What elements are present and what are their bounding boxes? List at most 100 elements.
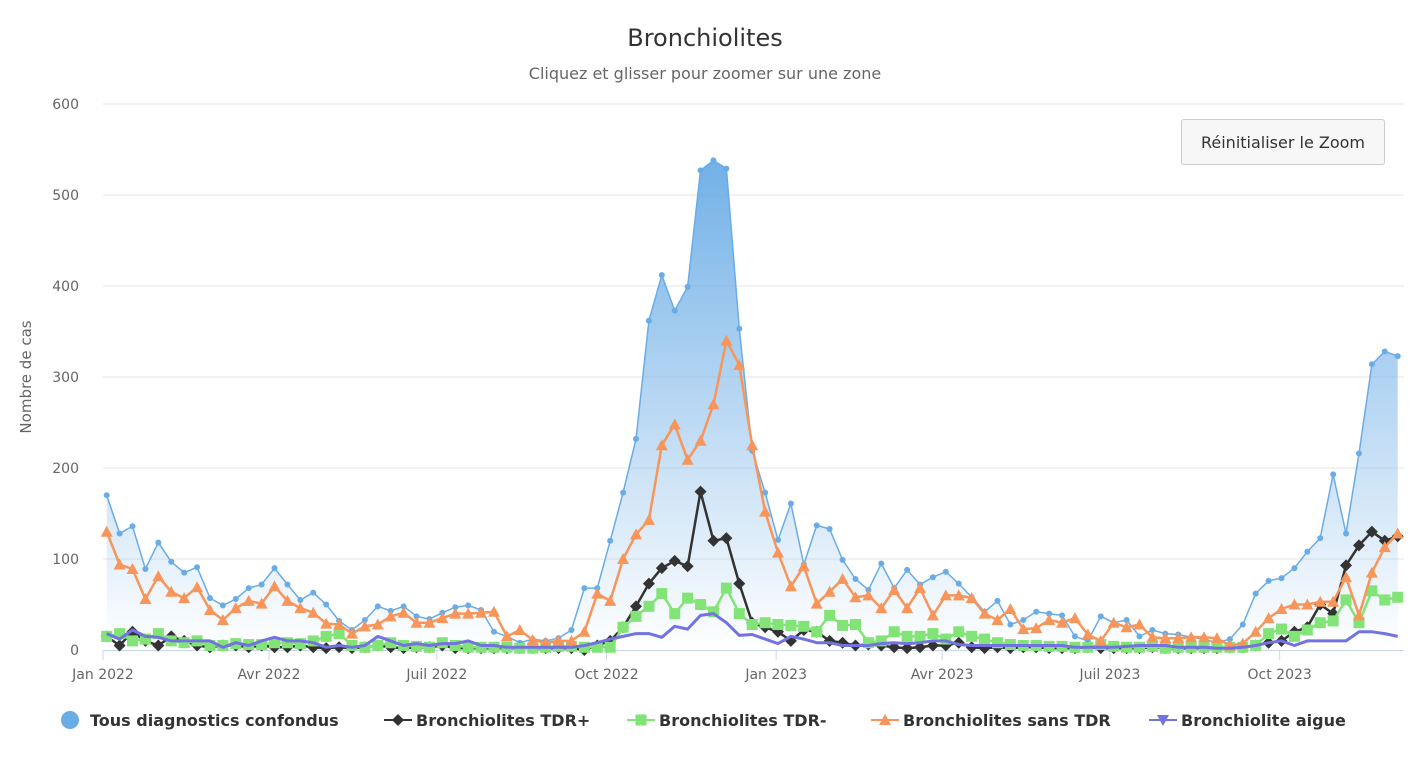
data-point xyxy=(901,630,913,642)
data-point xyxy=(1030,622,1043,634)
data-point xyxy=(568,626,575,633)
data-point xyxy=(400,603,407,610)
data-point xyxy=(1226,636,1233,643)
data-point xyxy=(126,563,139,575)
data-point xyxy=(1288,630,1300,642)
data-point xyxy=(1327,615,1339,627)
series-bronchiolites-sans-tdr xyxy=(100,334,1404,651)
data-point xyxy=(837,619,849,631)
data-point xyxy=(694,485,707,498)
legend-item[interactable]: Bronchiolite aigue xyxy=(1149,711,1346,730)
data-point xyxy=(695,599,707,610)
data-point xyxy=(490,628,497,635)
data-point xyxy=(1120,621,1133,633)
data-point xyxy=(256,639,268,651)
data-point xyxy=(642,513,655,525)
data-point xyxy=(1327,595,1340,607)
data-point xyxy=(1365,566,1378,578)
data-point xyxy=(1314,617,1326,629)
legend-symbol-icon xyxy=(635,714,647,726)
data-point xyxy=(1249,625,1262,637)
y-tick-label: 300 xyxy=(52,370,79,386)
data-point xyxy=(953,626,965,638)
data-point xyxy=(552,634,565,646)
data-point xyxy=(423,616,436,628)
series-area xyxy=(106,160,1398,650)
data-point xyxy=(513,623,526,635)
data-point xyxy=(1081,628,1094,640)
data-point xyxy=(1291,565,1298,572)
legend-item[interactable]: Bronchiolites sans TDR xyxy=(871,711,1111,730)
legend-label: Tous diagnostics confondus xyxy=(90,711,339,730)
legend-label: Bronchiolites sans TDR xyxy=(903,711,1111,730)
data-point xyxy=(578,625,591,637)
data-point xyxy=(1288,598,1301,610)
data-point xyxy=(645,317,652,324)
data-point xyxy=(914,630,926,642)
data-point xyxy=(723,165,730,172)
data-point xyxy=(965,592,978,604)
data-point xyxy=(979,633,991,645)
x-tick-label: Avr 2023 xyxy=(911,667,974,683)
legend-item[interactable]: Bronchiolites TDR+ xyxy=(384,711,590,730)
data-point xyxy=(966,630,978,642)
data-point xyxy=(320,630,332,642)
data-point xyxy=(604,641,616,653)
data-point xyxy=(294,602,307,614)
data-point xyxy=(101,630,113,642)
data-point xyxy=(991,613,1004,625)
data-point xyxy=(668,554,681,567)
y-tick-label: 0 xyxy=(70,643,79,659)
data-point xyxy=(281,637,293,649)
data-point xyxy=(152,639,165,652)
data-point xyxy=(849,591,862,603)
data-point xyxy=(452,604,459,611)
data-point xyxy=(1017,623,1030,635)
data-point xyxy=(242,594,255,606)
data-point xyxy=(888,583,901,595)
reset-zoom-button[interactable]: Réinitialiser le Zoom xyxy=(1181,119,1385,165)
data-point xyxy=(811,626,823,638)
data-point xyxy=(1343,530,1350,537)
data-point xyxy=(155,539,162,546)
data-point xyxy=(629,528,642,540)
data-point xyxy=(1094,634,1107,646)
data-point xyxy=(384,610,397,622)
data-point xyxy=(488,641,500,653)
data-point xyxy=(371,618,384,630)
data-point xyxy=(813,522,820,529)
legend-item[interactable]: Bronchiolites TDR- xyxy=(627,711,827,730)
data-point xyxy=(1123,616,1130,623)
data-point xyxy=(681,453,694,465)
data-point xyxy=(181,569,188,576)
data-point xyxy=(165,585,178,597)
data-point xyxy=(1265,577,1272,584)
data-point xyxy=(762,489,769,496)
data-point xyxy=(720,334,733,346)
data-point xyxy=(658,272,665,279)
data-point xyxy=(1391,527,1404,539)
data-point xyxy=(1394,353,1401,360)
data-point xyxy=(787,500,794,507)
data-point xyxy=(191,581,204,593)
data-point xyxy=(707,398,720,410)
data-point xyxy=(333,628,345,640)
data-point xyxy=(475,641,487,653)
y-tick-label: 500 xyxy=(52,188,79,204)
data-point xyxy=(1159,632,1172,644)
y-axis-title: Nombre de cas xyxy=(17,320,35,433)
data-point xyxy=(1159,642,1171,654)
data-point xyxy=(194,564,201,571)
data-point xyxy=(643,600,655,612)
data-point xyxy=(642,577,655,590)
data-point xyxy=(839,556,846,563)
data-point xyxy=(216,613,229,625)
legend-item[interactable]: Tous diagnostics confondus xyxy=(61,711,339,730)
data-point xyxy=(994,597,1001,604)
data-point xyxy=(116,530,123,537)
data-point xyxy=(591,587,604,599)
data-point xyxy=(100,525,113,537)
y-tick-label: 400 xyxy=(52,279,79,295)
data-point xyxy=(323,601,330,608)
